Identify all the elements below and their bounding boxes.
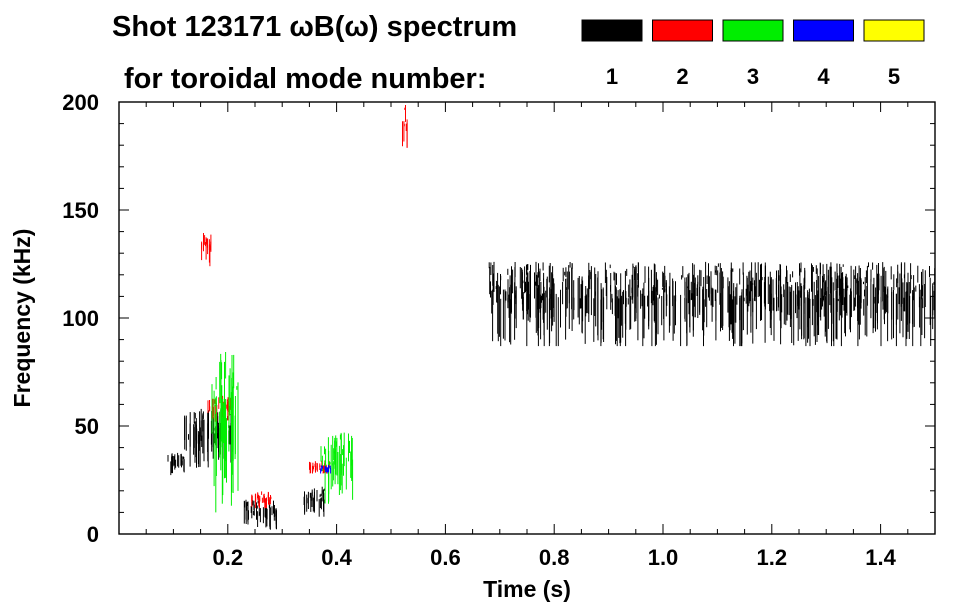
spectral-region [402,105,408,148]
y-tick-label: 100 [62,306,99,331]
spectral-region [243,499,277,530]
y-tick-label: 150 [62,198,99,223]
series-n=3 [211,352,354,513]
spectrogram-marks [167,105,936,530]
chart-title: Shot 123171 ωB(ω) spectrum [112,11,517,43]
legend-swatch-2 [652,19,713,42]
spectral-region [303,486,326,517]
y-tick-label: 50 [75,414,99,439]
x-tick-label: 1.0 [648,545,679,570]
legend-label-2: 2 [676,64,688,89]
y-tick-label: 0 [87,522,99,547]
series-n=4 [320,465,332,474]
x-tick-label: 1.2 [757,545,788,570]
series-n=1 [167,261,936,530]
legend-label-4: 4 [817,64,830,89]
x-axis-label: Time (s) [483,576,571,602]
y-tick-label: 200 [62,90,99,115]
legend-label-1: 1 [606,64,618,89]
spectral-region [488,261,936,347]
chart-subtitle: for toroidal mode number: [124,63,487,95]
legend-swatch-1 [581,19,643,42]
legend-label-5: 5 [888,64,900,89]
legend-swatch-4 [793,19,854,42]
legend-swatch-5 [863,19,925,42]
x-tick-label: 0.6 [430,545,461,570]
legend: 1 2 3 4 5 [581,19,925,89]
x-tick-label: 0.2 [213,545,244,570]
spectral-region [320,465,332,474]
legend-label-3: 3 [747,64,759,89]
axes: 0.2 0.4 0.6 0.8 1.0 1.2 1.4 0 50 100 150 200 [62,90,935,570]
spectral-region [251,491,272,509]
x-tick-label: 0.8 [539,545,570,570]
spectral-region [167,452,185,476]
spectral-region [211,352,239,513]
legend-swatch-3 [722,19,784,42]
x-tick-label: 0.4 [321,545,352,570]
y-axis-label: Frequency (kHz) [9,229,35,408]
x-tick-label: 1.4 [865,545,896,570]
spectral-region [201,233,212,267]
spectral-region [320,432,354,504]
